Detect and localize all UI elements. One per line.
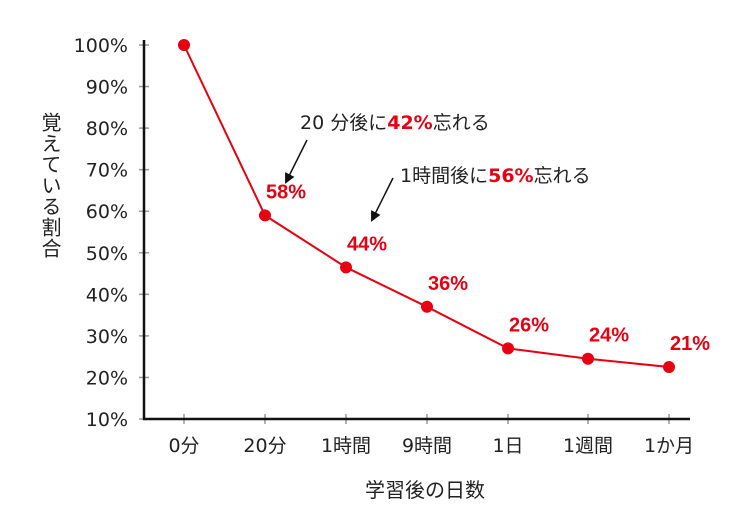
data-label: 36% [428,273,468,295]
annotation-1hour: 1時間後に56%忘れる [400,161,591,188]
y-tick-label: 20% [86,367,128,389]
y-tick-label: 60% [86,201,128,223]
y-axis-label: 覚えている割合 [38,112,62,259]
data-point [582,352,594,365]
data-label: 24% [589,325,629,347]
data-label: 26% [509,314,549,336]
data-point [178,39,190,51]
y-tick-label: 70% [86,160,128,182]
y-tick-label: 50% [86,243,128,265]
data-label: 21% [670,333,710,355]
data-point [502,342,514,355]
y-tick-label: 40% [86,284,128,306]
y-tick-label: 80% [86,118,128,140]
data-label: 58% [266,181,306,203]
annotation-text: 1時間後に [400,165,489,187]
annotation-text: 20 分後に [300,112,388,134]
x-tick-label: 20分 [243,435,286,457]
x-tick-label: 1週間 [563,435,613,457]
annotation-text: 忘れる [533,165,591,187]
data-point [340,261,352,274]
data-point [421,300,433,313]
y-tick-label: 10% [86,409,128,431]
y-tick-label: 100% [74,35,128,57]
series-line [183,44,670,369]
data-point [663,361,675,374]
x-tick-label: 9時間 [402,435,452,457]
x-axis-label: 学習後の日数 [365,478,485,502]
x-tick-label: 1か月 [644,435,694,457]
annotation-arrow [285,139,308,184]
annotation-highlight: 56% [488,165,534,187]
data-point [259,209,271,222]
x-tick-label: 0分 [168,435,199,457]
y-tick-label: 90% [86,77,128,99]
annotation-highlight: 42% [387,112,433,134]
x-tick-label: 1日 [492,435,523,457]
annotation-arrow [371,177,394,222]
annotation-20min: 20 分後に42%忘れる [300,108,490,135]
x-tick-label: 1時間 [321,435,371,457]
y-tick-label: 30% [86,326,128,348]
data-label: 44% [347,233,387,255]
annotation-text: 忘れる [432,112,490,134]
